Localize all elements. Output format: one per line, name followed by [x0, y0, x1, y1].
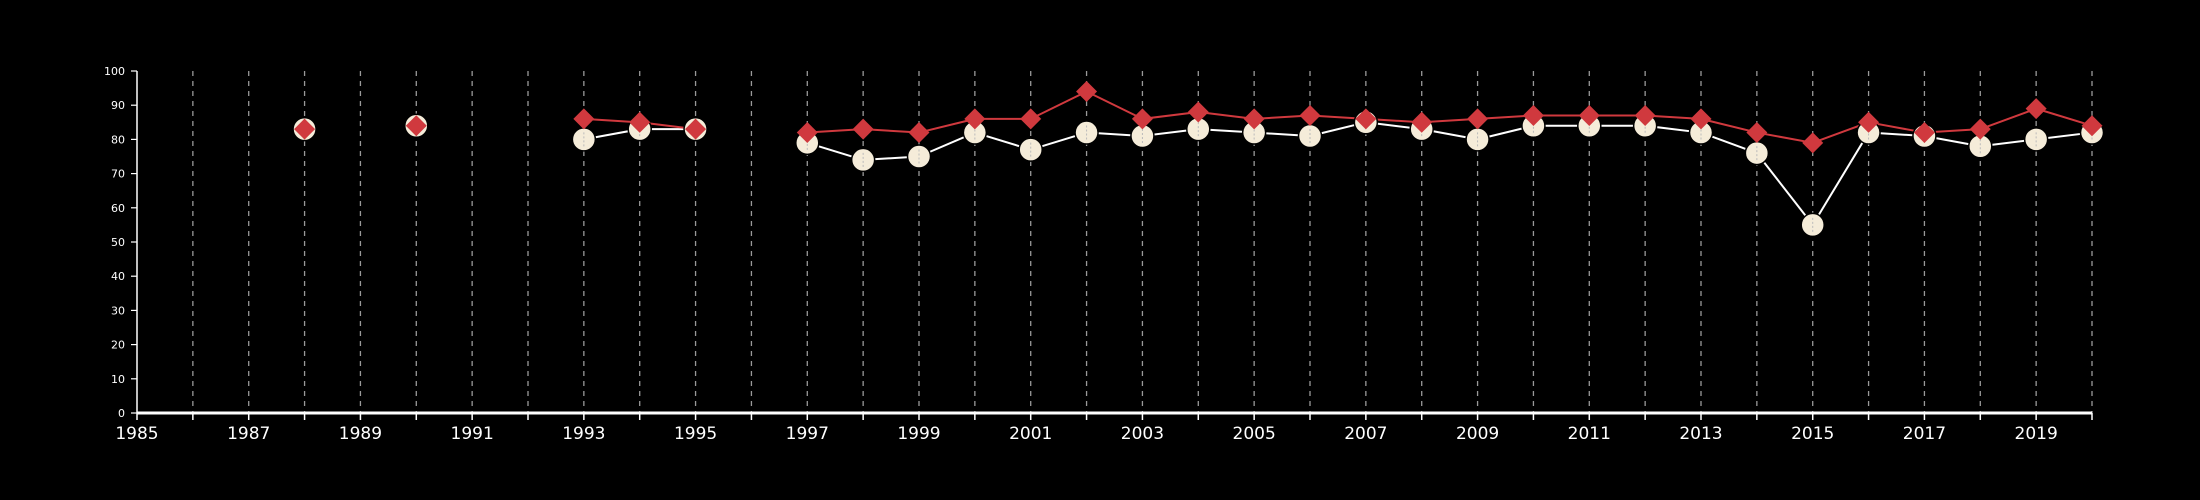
- diamond-marker-2003: [1131, 108, 1153, 130]
- x-tick-label-1991: 1991: [451, 424, 494, 444]
- diamond-marker-1999: [908, 122, 930, 144]
- diamond-marker-2018: [1969, 118, 1991, 140]
- circle-marker-2009: [1465, 127, 1490, 152]
- diamond-marker-2000: [964, 108, 986, 130]
- diamond-marker-2004: [1187, 101, 1209, 123]
- x-tick-label-2017: 2017: [1903, 424, 1946, 444]
- series-diamond-segment-2002: [1086, 90, 1143, 120]
- x-tick-label-2003: 2003: [1121, 424, 1164, 444]
- x-tick-label-1995: 1995: [674, 424, 717, 444]
- diamond-marker-1990: [405, 115, 427, 137]
- diamond-marker-2011: [1578, 104, 1600, 126]
- x-tick-label-1997: 1997: [786, 424, 829, 444]
- circle-marker-1993: [571, 127, 597, 152]
- y-tick-label-10: 10: [111, 373, 125, 386]
- y-tick-label-40: 40: [111, 270, 125, 283]
- diamond-marker-1995: [685, 118, 707, 140]
- vertical-grid: [192, 71, 2093, 413]
- y-tick-label-90: 90: [111, 99, 125, 112]
- x-tick-label-2015: 2015: [1791, 424, 1834, 444]
- x-tick-label-1999: 1999: [897, 424, 940, 444]
- y-tick-label-0: 0: [118, 407, 125, 420]
- diamond-marker-2008: [1411, 111, 1433, 133]
- circle-marker-2001: [1018, 137, 1043, 162]
- series-circle-segment-2014: [1756, 152, 1814, 226]
- series-diamond-segment-2019: [2035, 107, 2093, 127]
- diamond-marker-2016: [1858, 111, 1880, 133]
- diamond-marker-2020: [2081, 115, 2103, 137]
- x-tick-label-1985: 1985: [115, 424, 158, 444]
- y-tick-label-20: 20: [111, 339, 125, 352]
- series-diamond-segment-2014: [1756, 131, 1813, 144]
- y-tick-label-80: 80: [111, 133, 125, 146]
- x-tick-label-2009: 2009: [1456, 424, 1499, 444]
- circle-marker-2006: [1297, 123, 1323, 149]
- diamond-marker-1997: [796, 122, 818, 144]
- diamond-marker-2017: [1913, 122, 1935, 144]
- circle-marker-1999: [906, 144, 932, 169]
- series-circle-segment-2015: [1811, 132, 1870, 226]
- x-tick-label-2011: 2011: [1568, 424, 1611, 444]
- diamond-marker-1998: [852, 118, 874, 140]
- x-tick-label-2013: 2013: [1679, 424, 1722, 444]
- y-axis-ticks: 0 10 20 30 40 50 60 70 80 90 100: [104, 65, 137, 420]
- series-diamond-segment-2013: [1700, 117, 1758, 134]
- series-markers: [292, 81, 2105, 238]
- y-tick-label-100: 100: [104, 65, 125, 78]
- circle-marker-1998: [850, 147, 876, 173]
- x-tick-label-1987: 1987: [227, 424, 270, 444]
- series-diamond-segment-2001: [1030, 90, 1088, 120]
- diamond-marker-2013: [1690, 108, 1712, 130]
- series-diamond-segment-2018: [1979, 107, 2037, 131]
- diamond-marker-1993: [573, 108, 595, 130]
- x-tick-label-1989: 1989: [339, 424, 382, 444]
- diamond-marker-1988: [294, 118, 316, 140]
- diamond-marker-2009: [1467, 108, 1489, 130]
- circle-marker-2019: [2023, 127, 2049, 152]
- diamond-marker-2002: [1076, 81, 1098, 103]
- diamond-marker-2014: [1746, 122, 1768, 144]
- diamond-marker-2005: [1243, 108, 1265, 130]
- series-diamond-segment-1999: [918, 117, 976, 134]
- circle-marker-2002: [1074, 120, 1099, 145]
- diamond-marker-1994: [629, 111, 651, 133]
- diamond-marker-2007: [1355, 108, 1377, 130]
- circle-marker-2015: [1800, 212, 1825, 238]
- y-tick-label-50: 50: [111, 236, 125, 249]
- diamond-marker-2015: [1802, 132, 1824, 154]
- diamond-marker-2001: [1020, 108, 1042, 130]
- diamond-marker-2010: [1522, 104, 1544, 126]
- circle-marker-2014: [1744, 140, 1770, 166]
- diamond-marker-2019: [2025, 98, 2047, 120]
- y-tick-label-30: 30: [111, 304, 125, 317]
- diamond-marker-2012: [1634, 104, 1656, 126]
- x-tick-label-2007: 2007: [1344, 424, 1387, 444]
- y-tick-label-70: 70: [111, 168, 125, 181]
- x-tick-label-2019: 2019: [2015, 424, 2058, 444]
- x-tick-label-2005: 2005: [1233, 424, 1276, 444]
- y-tick-label-60: 60: [111, 202, 125, 215]
- x-axis-ticks: 1985 1987 1989 1991 1993 1995 1997 1999 2001 2003…: [115, 413, 2093, 444]
- x-tick-label-1993: 1993: [562, 424, 605, 444]
- x-tick-label-2001: 2001: [1009, 424, 1052, 444]
- diamond-marker-2006: [1299, 104, 1321, 126]
